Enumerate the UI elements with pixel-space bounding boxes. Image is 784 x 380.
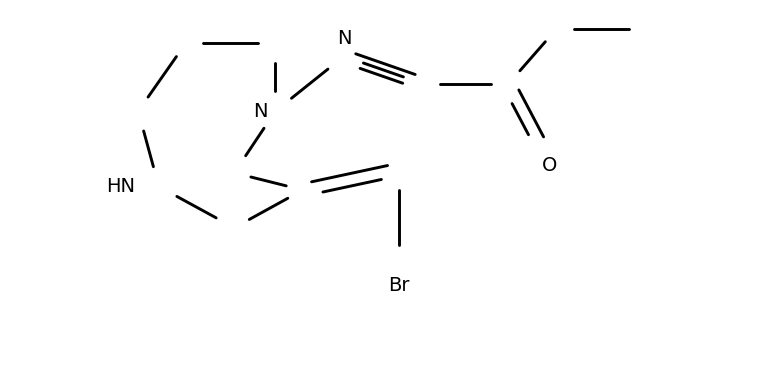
Text: Br: Br <box>388 276 409 295</box>
Text: O: O <box>542 156 557 175</box>
Text: N: N <box>337 29 351 48</box>
Text: HN: HN <box>106 177 135 196</box>
Text: N: N <box>252 101 267 120</box>
